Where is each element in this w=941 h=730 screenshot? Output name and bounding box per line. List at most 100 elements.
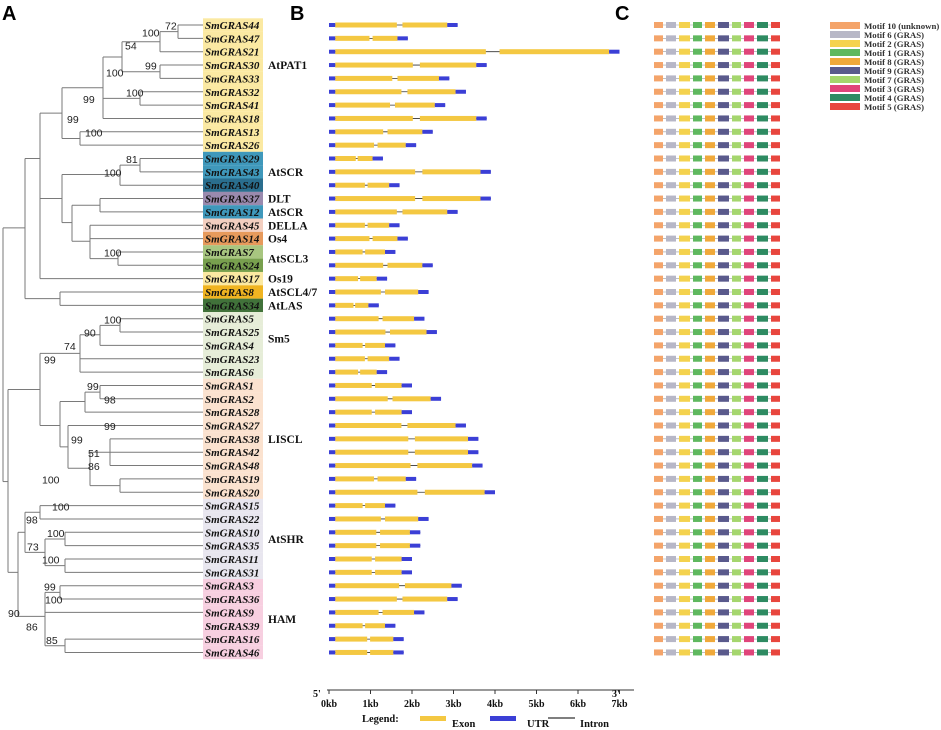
motif-block: [732, 275, 741, 282]
gene-label: SmGRAS42: [205, 447, 260, 459]
motif-block: [771, 102, 780, 109]
exon: [385, 289, 419, 295]
motif-block: [666, 75, 676, 82]
motif-block: [705, 435, 715, 442]
utr: [389, 183, 400, 188]
motif-block: [771, 235, 780, 242]
motif-block: [654, 636, 663, 643]
motif-block: [679, 329, 690, 336]
motif-block: [757, 355, 768, 362]
gene-highlight: [203, 458, 263, 473]
motif-block: [771, 128, 780, 135]
exon: [365, 342, 386, 348]
motif-block: [679, 195, 690, 202]
motif-block: [771, 115, 780, 122]
bootstrap-value: 100: [42, 555, 60, 567]
motif-block: [693, 489, 702, 496]
motif-block: [679, 102, 690, 109]
motif-block: [654, 62, 663, 69]
exon: [335, 209, 397, 215]
motif-block: [732, 128, 741, 135]
motif-block: [654, 342, 663, 349]
utr: [329, 36, 336, 41]
utr: [401, 570, 412, 575]
motif-block: [732, 315, 741, 322]
motif-block: [718, 302, 729, 309]
motif-block: [718, 128, 729, 135]
motif-block: [757, 128, 768, 135]
utr: [405, 143, 417, 148]
exon: [394, 102, 435, 108]
exon: [390, 329, 427, 335]
motif-block: [757, 48, 768, 55]
motif-block: [705, 542, 715, 549]
motif-block: [679, 636, 690, 643]
motif-block: [771, 182, 780, 189]
legend-title: Legend:: [362, 714, 399, 725]
motif-block: [732, 182, 741, 189]
legend-intron-label: Intron: [580, 719, 609, 730]
utr: [329, 450, 336, 455]
exon: [335, 636, 368, 642]
motif-block: [654, 515, 663, 522]
utr: [609, 49, 620, 54]
utr: [385, 249, 396, 254]
motif-block: [771, 462, 780, 469]
exon: [335, 75, 393, 81]
motif-block: [732, 222, 741, 229]
utr: [426, 330, 437, 335]
motif-block: [679, 489, 690, 496]
motif-block: [744, 275, 754, 282]
gene-highlight: [203, 445, 263, 459]
motif-block: [666, 475, 676, 482]
motif-block: [744, 596, 754, 603]
motif-legend-label: Motif 8 (GRAS): [864, 57, 924, 67]
gene-highlight: [203, 178, 263, 192]
motif-block: [654, 529, 663, 536]
motif-block: [732, 168, 741, 175]
bootstrap-value: 98: [104, 394, 116, 406]
utr: [329, 370, 336, 375]
subfamily-labels: AtPAT1AtSCRDLTAtSCRDELLAOs4AtSCL3Os19AtS…: [268, 60, 317, 626]
motif-block: [679, 569, 690, 576]
exon: [335, 409, 372, 415]
gene-label: SmGRAS43: [205, 167, 260, 179]
five-prime-label: 5': [313, 689, 321, 700]
motif-block: [744, 262, 754, 269]
gene-highlight: [203, 312, 263, 326]
motif-block: [718, 556, 729, 562]
motif-block: [679, 48, 690, 55]
exon: [335, 543, 377, 549]
motif-block: [732, 622, 741, 629]
motif-legend-swatch: [830, 67, 860, 74]
gene-label: SmGRAS25: [205, 327, 260, 339]
structure-legend: Legend: Exon UTR Intron: [362, 714, 609, 730]
utr: [329, 383, 336, 388]
utr: [468, 436, 479, 441]
motif-block: [666, 48, 676, 55]
motif-block: [705, 208, 715, 215]
motif-block: [654, 395, 663, 402]
motif-block: [654, 208, 663, 215]
motif-block: [679, 462, 690, 469]
motif-block: [771, 355, 780, 362]
motif-block: [705, 102, 715, 109]
motif-block: [732, 75, 741, 82]
motif-block: [744, 289, 754, 295]
utr: [455, 423, 466, 428]
motif-block: [693, 48, 702, 55]
gene-label: SmGRAS8: [205, 287, 254, 299]
motif-block: [718, 182, 729, 189]
motif-block: [654, 622, 663, 629]
utr: [329, 623, 336, 628]
exon: [387, 129, 423, 135]
motif-block: [757, 235, 768, 242]
motif-block: [679, 596, 690, 603]
motif-block: [666, 329, 676, 336]
motif-block: [718, 515, 729, 522]
exon: [335, 329, 386, 335]
motif-block: [771, 609, 780, 616]
motif-legend-swatch: [830, 103, 860, 110]
motif-block: [679, 369, 690, 376]
motif-block: [771, 22, 780, 28]
